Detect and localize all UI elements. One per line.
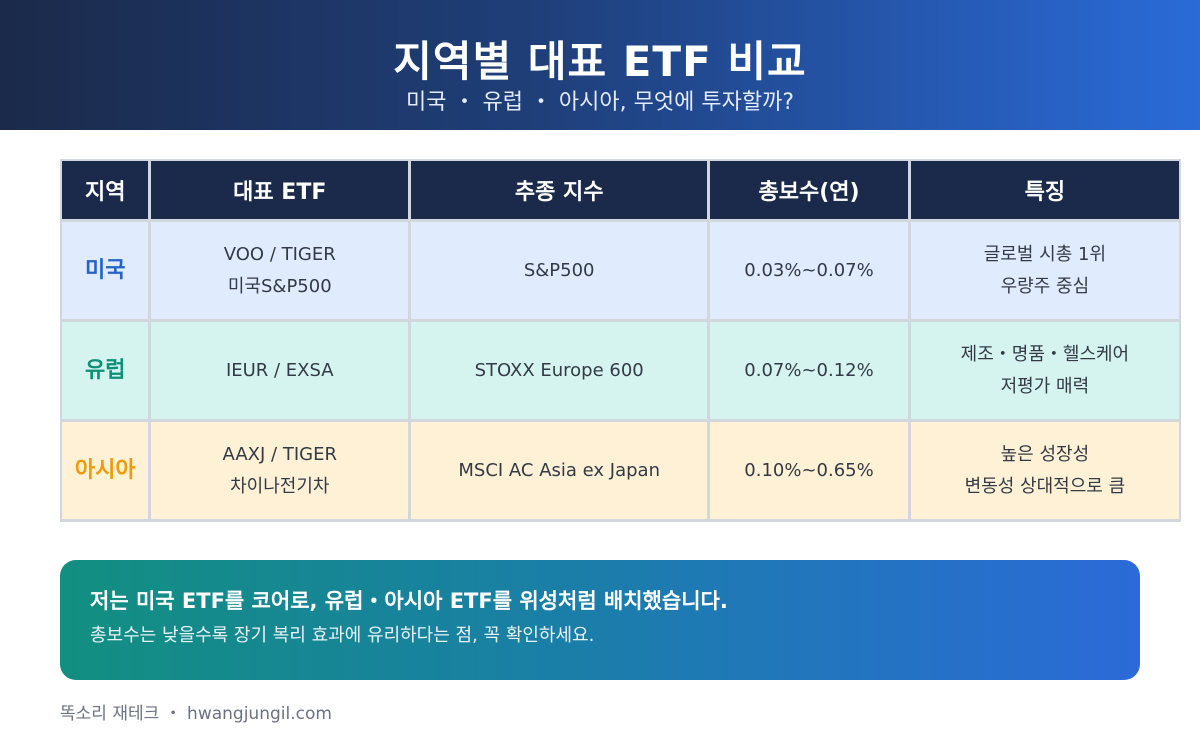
region-cell: 아시아 xyxy=(62,422,149,519)
etf-line: AAXJ / TIGER xyxy=(222,443,337,465)
table-row-asia: 아시아 AAXJ / TIGER 차이나전기차 MSCI AC Asia ex … xyxy=(62,422,1179,519)
etf-cell: AAXJ / TIGER 차이나전기차 xyxy=(151,422,409,519)
feature-line: 저평가 매력 xyxy=(1000,375,1090,397)
etf-line: 차이나전기차 xyxy=(230,475,330,497)
etf-line: 미국S&P500 xyxy=(227,275,332,297)
column-header-fee: 총보수(연) xyxy=(710,161,908,219)
etf-cell: VOO / TIGER 미국S&P500 xyxy=(151,222,409,319)
feature-cell: 제조・명품・헬스케어 저평가 매력 xyxy=(910,322,1179,419)
etf-line: IEUR / EXSA xyxy=(225,359,334,381)
feature-line: 높은 성장성 xyxy=(1000,443,1090,465)
column-header-index: 추종 지수 xyxy=(411,161,708,219)
page-subtitle: 미국 ・ 유럽 ・ 아시아, 무엇에 투자할까? xyxy=(406,90,794,115)
region-cell: 미국 xyxy=(62,222,149,319)
feature-line: 글로벌 시총 1위 xyxy=(983,243,1107,265)
etf-comparison-table: 지역 대표 ETF 추종 지수 총보수(연) 특징 미국 VOO / TIGER… xyxy=(60,159,1181,522)
column-header-feature: 특징 xyxy=(910,161,1179,219)
fee-cell: 0.03%~0.07% xyxy=(710,222,908,319)
page-title: 지역별 대표 ETF 비교 xyxy=(393,37,807,86)
footer-credit: 똑소리 재테크 ・ hwangjungil.com xyxy=(60,704,332,724)
table-row-eu: 유럽 IEUR / EXSA STOXX Europe 600 0.07%~0.… xyxy=(62,322,1179,419)
feature-cell: 높은 성장성 변동성 상대적으로 큼 xyxy=(910,422,1179,519)
fee-cell: 0.10%~0.65% xyxy=(710,422,908,519)
feature-line: 우량주 중심 xyxy=(1000,275,1090,297)
header-banner: 지역별 대표 ETF 비교 미국 ・ 유럽 ・ 아시아, 무엇에 투자할까? xyxy=(0,0,1200,130)
index-cell: STOXX Europe 600 xyxy=(411,322,708,419)
table-header-row: 지역 대표 ETF 추종 지수 총보수(연) 특징 xyxy=(62,161,1179,219)
feature-cell: 글로벌 시총 1위 우량주 중심 xyxy=(910,222,1179,319)
feature-line: 변동성 상대적으로 큼 xyxy=(964,475,1126,497)
column-header-region: 지역 xyxy=(62,161,149,219)
table-row-us: 미국 VOO / TIGER 미국S&P500 S&P500 0.03%~0.0… xyxy=(62,222,1179,319)
feature-line: 제조・명품・헬스케어 xyxy=(960,343,1130,365)
callout-box: 저는 미국 ETF를 코어로, 유럽・아시아 ETF를 위성처럼 배치했습니다.… xyxy=(60,560,1140,680)
etf-line: VOO / TIGER xyxy=(223,243,336,265)
fee-cell: 0.07%~0.12% xyxy=(710,322,908,419)
column-header-etf: 대표 ETF xyxy=(151,161,409,219)
index-cell: S&P500 xyxy=(411,222,708,319)
callout-main-text: 저는 미국 ETF를 코어로, 유럽・아시아 ETF를 위성처럼 배치했습니다. xyxy=(90,589,728,613)
etf-cell: IEUR / EXSA xyxy=(151,322,409,419)
index-cell: MSCI AC Asia ex Japan xyxy=(411,422,708,519)
callout-sub-text: 총보수는 낮을수록 장기 복리 효과에 유리하다는 점, 꼭 확인하세요. xyxy=(90,625,595,646)
region-cell: 유럽 xyxy=(62,322,149,419)
table: 지역 대표 ETF 추종 지수 총보수(연) 특징 미국 VOO / TIGER… xyxy=(59,158,1182,522)
